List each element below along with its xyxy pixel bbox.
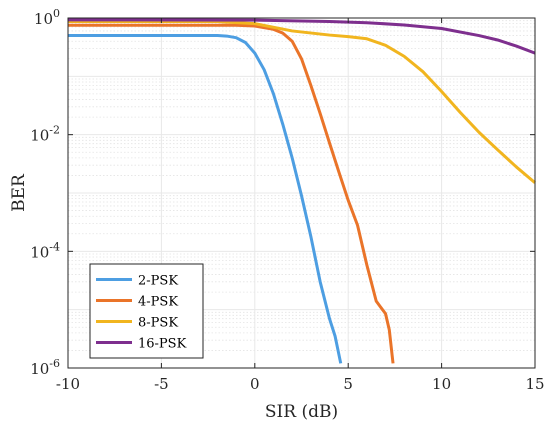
series-line-8-psk [68, 20, 536, 184]
plot-frame [67, 17, 536, 369]
x-tick-label: 0 [250, 375, 260, 393]
y-tick-label: 10-6 [30, 357, 60, 378]
x-axis-label: SIR (dB) [265, 402, 338, 422]
x-tick-label: -10 [56, 375, 80, 393]
series-layer [67, 18, 536, 364]
y-tick-label: 10-2 [30, 124, 60, 145]
x-axis-ticks: -10 -5 0 5 10 15 [56, 18, 545, 393]
series-line-16-psk [67, 18, 536, 55]
legend-label: 16-PSK [138, 337, 187, 352]
x-tick-label: 5 [343, 375, 353, 393]
y-tick-label: 10-4 [30, 240, 60, 261]
series-line-4-psk [68, 23, 395, 364]
legend-label: 8-PSK [138, 316, 178, 331]
x-tick-label: 15 [525, 375, 544, 393]
y-axis-label: BER [9, 173, 29, 212]
x-tick-label: -5 [154, 375, 169, 393]
y-tick-label: 100 [34, 7, 60, 28]
legend-label: 2-PSK [138, 274, 178, 289]
legend: 2-PSK 4-PSK 8-PSK 16-PSK [89, 263, 204, 359]
y-axis-ticks: 100 10-2 10-4 10-6 [30, 7, 535, 378]
series-line-2-psk [68, 34, 343, 364]
x-tick-label: 10 [432, 375, 451, 393]
legend-label: 4-PSK [138, 295, 178, 310]
